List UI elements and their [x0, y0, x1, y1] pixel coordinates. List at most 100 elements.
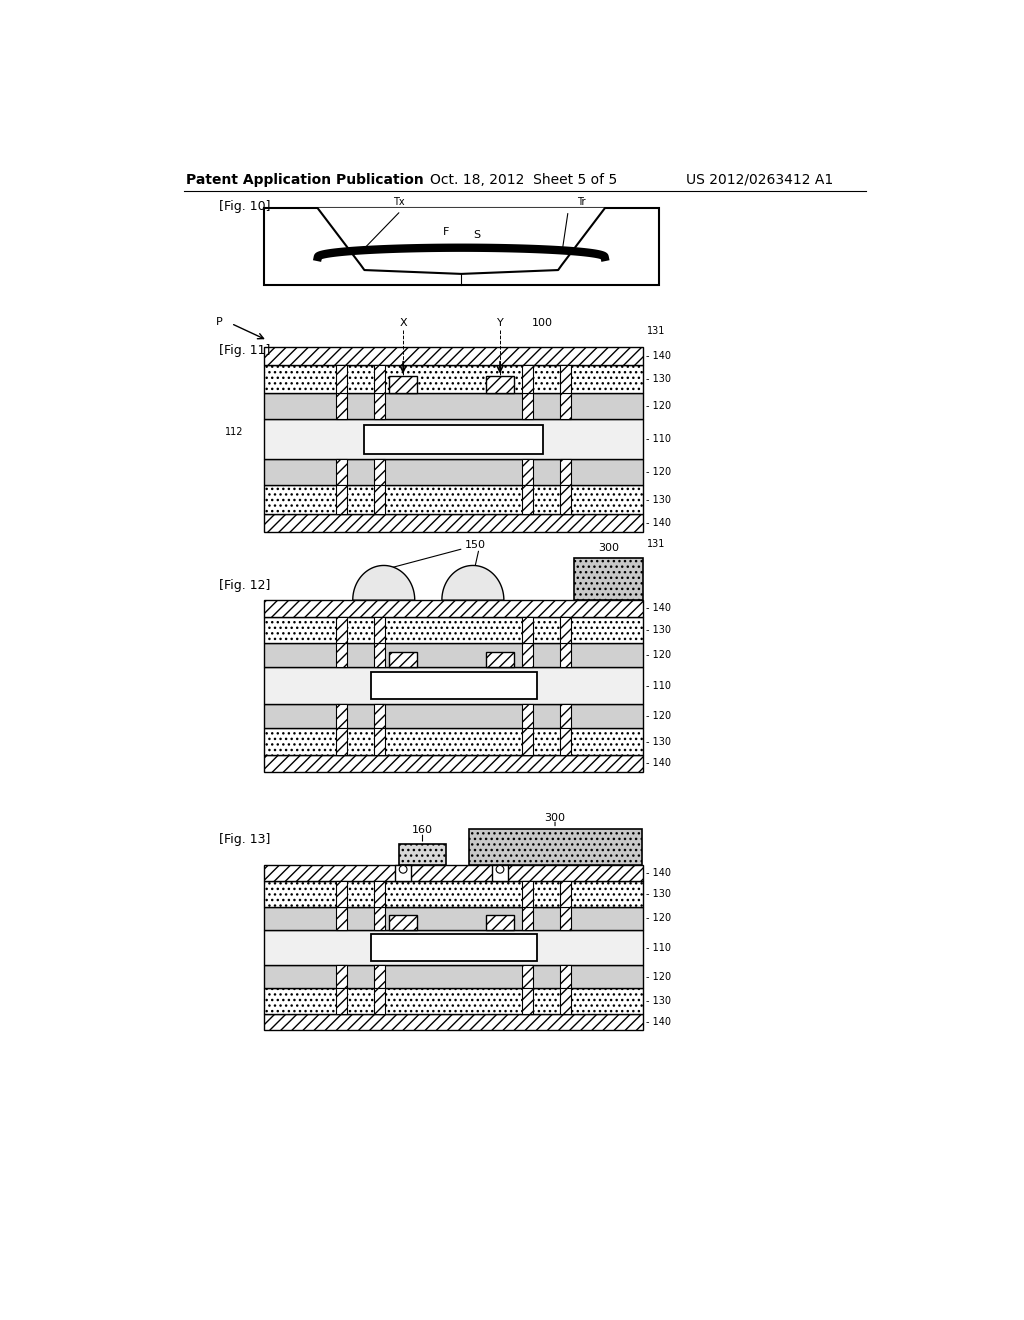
Text: Tr: Tr — [497, 380, 504, 389]
Text: F: F — [451, 942, 457, 953]
Text: S: S — [473, 231, 480, 240]
Bar — [263, 347, 643, 364]
Text: - 140: - 140 — [646, 869, 672, 878]
Text: - 140: - 140 — [646, 519, 672, 528]
Bar — [375, 459, 385, 486]
Text: - 120: - 120 — [646, 711, 672, 721]
Text: - 140: - 140 — [646, 351, 672, 360]
Text: - 130: - 130 — [646, 626, 672, 635]
Text: 300: 300 — [545, 813, 565, 822]
Bar — [375, 989, 385, 1014]
Bar — [263, 515, 643, 532]
Bar — [263, 1014, 643, 1030]
Bar — [560, 882, 571, 907]
Bar — [395, 866, 411, 882]
Bar — [560, 459, 571, 486]
Bar — [375, 965, 385, 989]
Bar — [560, 643, 571, 668]
Bar — [263, 866, 643, 882]
Bar — [521, 965, 532, 989]
Text: - 120: - 120 — [646, 651, 672, 660]
Bar — [375, 616, 385, 643]
Text: - 110: - 110 — [646, 942, 672, 953]
Text: F: F — [442, 227, 449, 236]
Bar — [399, 843, 445, 866]
Bar — [573, 558, 643, 601]
Bar — [371, 933, 538, 961]
Text: Oct. 18, 2012  Sheet 5 of 5: Oct. 18, 2012 Sheet 5 of 5 — [430, 173, 617, 187]
Bar — [336, 729, 346, 755]
Text: - 120: - 120 — [646, 467, 672, 478]
Bar — [560, 907, 571, 929]
Text: [Fig. 13]: [Fig. 13] — [219, 833, 270, 846]
Bar — [263, 393, 643, 420]
Bar — [375, 364, 385, 393]
Bar — [375, 882, 385, 907]
Text: - 130: - 130 — [646, 890, 672, 899]
Text: 160: 160 — [412, 825, 433, 836]
Bar — [263, 668, 643, 705]
Polygon shape — [317, 209, 604, 275]
Bar — [263, 965, 643, 989]
Bar — [263, 882, 643, 907]
Bar — [521, 364, 532, 393]
Text: [Fig. 10]: [Fig. 10] — [219, 199, 271, 213]
Bar — [263, 459, 643, 486]
Bar — [486, 376, 514, 393]
Text: [Fig. 11]: [Fig. 11] — [219, 345, 270, 358]
Text: - 130: - 130 — [646, 997, 672, 1006]
Text: 112: 112 — [225, 426, 244, 437]
Bar — [336, 882, 346, 907]
Bar — [263, 929, 643, 965]
Text: Y: Y — [497, 318, 504, 329]
Text: - 130: - 130 — [646, 737, 672, 747]
Bar — [560, 616, 571, 643]
Bar — [263, 209, 658, 285]
Bar — [521, 729, 532, 755]
Bar — [263, 601, 643, 616]
Bar — [486, 915, 514, 929]
Bar — [560, 705, 571, 729]
Bar — [521, 616, 532, 643]
Bar — [521, 705, 532, 729]
Bar — [263, 486, 643, 515]
Text: Tr: Tr — [497, 655, 504, 664]
Circle shape — [496, 866, 504, 873]
Text: 150: 150 — [465, 540, 485, 549]
Text: Tx: Tx — [393, 197, 406, 207]
Bar — [486, 652, 514, 668]
Text: - 120: - 120 — [646, 401, 672, 412]
Bar — [336, 486, 346, 515]
Bar — [560, 729, 571, 755]
Bar — [560, 393, 571, 420]
Bar — [336, 989, 346, 1014]
Bar — [375, 907, 385, 929]
Bar — [469, 829, 642, 866]
Bar — [375, 705, 385, 729]
Bar — [263, 364, 643, 393]
Bar — [263, 989, 643, 1014]
Bar — [560, 486, 571, 515]
Bar — [336, 616, 346, 643]
Text: - 130: - 130 — [646, 495, 672, 506]
Bar — [560, 989, 571, 1014]
Text: Patent Application Publication: Patent Application Publication — [186, 173, 424, 187]
Bar — [336, 965, 346, 989]
Bar — [560, 364, 571, 393]
Text: - 140: - 140 — [646, 603, 672, 614]
Bar — [336, 393, 346, 420]
Bar — [375, 643, 385, 668]
Text: Tx: Tx — [398, 380, 409, 389]
Bar — [389, 652, 417, 668]
Circle shape — [399, 866, 407, 873]
Bar — [389, 915, 417, 929]
Bar — [336, 907, 346, 929]
Text: Tr: Tr — [497, 917, 504, 927]
Bar — [493, 866, 508, 882]
Text: 300: 300 — [598, 543, 618, 553]
Bar — [336, 364, 346, 393]
Text: 131: 131 — [646, 539, 665, 549]
Bar — [521, 907, 532, 929]
Bar — [263, 755, 643, 772]
Bar — [263, 907, 643, 929]
